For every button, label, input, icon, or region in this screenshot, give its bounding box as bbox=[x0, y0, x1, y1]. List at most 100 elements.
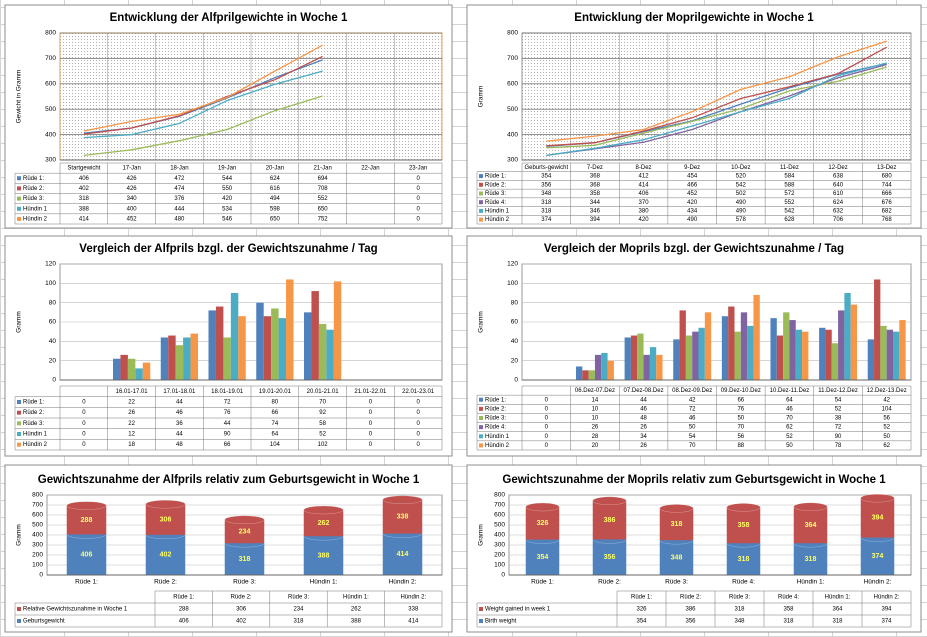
table-value: 46 bbox=[176, 410, 183, 416]
legend-key bbox=[17, 186, 21, 191]
table-header: Rüde 2: bbox=[231, 595, 252, 601]
table-header: 20-Jan bbox=[266, 166, 284, 172]
table-value: 414 bbox=[639, 182, 650, 188]
table-value: 26 bbox=[128, 410, 135, 416]
legend-key bbox=[479, 443, 483, 448]
bar bbox=[880, 325, 887, 380]
cylinder-cap bbox=[66, 501, 107, 510]
value-label: 318 bbox=[239, 556, 251, 563]
chart-panel: Gewichtszunahme der Alfprils relativ zum… bbox=[4, 464, 453, 633]
bar bbox=[874, 279, 881, 380]
table-header: 16.01-17.01 bbox=[116, 389, 149, 395]
legend-key bbox=[17, 400, 21, 404]
table-value: 22 bbox=[128, 400, 135, 406]
value-label: 262 bbox=[318, 520, 330, 527]
table-value: 386 bbox=[685, 607, 696, 613]
cylinder-cap bbox=[525, 502, 560, 512]
table-value: 70 bbox=[689, 443, 696, 449]
table-value: 34 bbox=[640, 434, 647, 440]
table-value: 20 bbox=[592, 443, 599, 449]
value-label: 394 bbox=[872, 515, 884, 522]
table-value: 0 bbox=[545, 406, 549, 412]
legend-key bbox=[479, 200, 483, 205]
table-value: 46 bbox=[640, 406, 647, 412]
bar bbox=[304, 312, 312, 380]
table-value: 56 bbox=[883, 416, 890, 422]
bar bbox=[679, 310, 686, 380]
bar bbox=[168, 335, 176, 380]
chart-title: Gewichtszunahme der Alfprils relativ zum… bbox=[38, 474, 420, 486]
table-value: 46 bbox=[689, 416, 696, 422]
table-value: 0 bbox=[369, 421, 373, 427]
table-value: 288 bbox=[179, 607, 190, 613]
table-value: 78 bbox=[835, 443, 842, 449]
legend-key bbox=[17, 206, 21, 211]
table-value: 376 bbox=[174, 196, 185, 202]
y-tick-label: 100 bbox=[32, 562, 43, 569]
x-tick-label: Rüde 2: bbox=[154, 579, 177, 586]
bar bbox=[135, 368, 143, 380]
y-tick-label: 100 bbox=[45, 280, 56, 287]
legend-entry: Rüde 3: bbox=[485, 191, 506, 197]
table-value: 44 bbox=[640, 397, 647, 403]
legend-entry: Hündin 2 bbox=[485, 443, 510, 449]
bar bbox=[160, 337, 169, 380]
table-header: 11.Dez-12.Dez bbox=[818, 388, 858, 394]
legend-key bbox=[479, 425, 483, 430]
table-value: 0 bbox=[545, 443, 549, 449]
cylinder-segment bbox=[303, 536, 344, 575]
x-tick-label: Hündin 2: bbox=[864, 579, 892, 586]
table-value: 374 bbox=[881, 619, 892, 625]
table-value: 426 bbox=[127, 186, 138, 192]
bar bbox=[142, 362, 151, 380]
y-tick-label: 800 bbox=[32, 492, 43, 499]
y-axis-label: Gewicht in Gramm bbox=[16, 70, 23, 124]
bar bbox=[886, 329, 894, 380]
x-tick-label: Hündin 1: bbox=[797, 579, 825, 586]
table-header: 12.Dez-13.Dez bbox=[867, 388, 907, 394]
cylinder-segment bbox=[525, 539, 560, 575]
y-tick-label: 500 bbox=[45, 106, 56, 113]
cylinder-segment bbox=[592, 539, 627, 575]
table-value: 346 bbox=[590, 209, 601, 215]
y-tick-label: 60 bbox=[511, 319, 519, 326]
chart-panel: Vergleich der Alfprils bzgl. der Gewicht… bbox=[4, 235, 453, 457]
x-tick-label: Hündin 1: bbox=[310, 579, 338, 586]
table-value: 490 bbox=[687, 217, 698, 223]
table-value: 74 bbox=[272, 421, 279, 427]
table-value: 0 bbox=[545, 434, 549, 440]
table-value: 52 bbox=[883, 425, 890, 431]
y-tick-label: 400 bbox=[494, 532, 505, 539]
table-value: 42 bbox=[883, 397, 890, 403]
legend-entry: Relative Gewichtszunahme in Woche 1 bbox=[23, 607, 128, 613]
cylinder-cap bbox=[860, 493, 895, 503]
table-header: 17-Jan bbox=[122, 166, 140, 172]
cylinder-cap bbox=[793, 502, 828, 512]
table-value: 552 bbox=[318, 196, 329, 202]
bar bbox=[326, 329, 334, 380]
y-tick-label: 0 bbox=[39, 572, 43, 579]
y-tick-label: 400 bbox=[507, 131, 518, 138]
table-value: 666 bbox=[882, 191, 893, 197]
legend-key bbox=[479, 619, 483, 623]
bar bbox=[893, 331, 900, 380]
table-value: 588 bbox=[784, 182, 795, 188]
x-tick-label: Rüde 4: bbox=[732, 579, 755, 586]
table-value: 374 bbox=[541, 217, 552, 223]
table-value: 102 bbox=[318, 442, 329, 448]
cylinder-cap bbox=[592, 496, 627, 506]
bar bbox=[819, 327, 826, 380]
table-value: 54 bbox=[689, 434, 696, 440]
table-value: 706 bbox=[833, 217, 844, 223]
legend-key bbox=[17, 432, 21, 436]
legend-key bbox=[17, 410, 21, 415]
bar bbox=[643, 354, 650, 380]
table-value: 472 bbox=[174, 176, 185, 182]
table-value: 708 bbox=[318, 186, 329, 192]
table-value: 414 bbox=[408, 619, 419, 625]
table-value: 50 bbox=[883, 434, 890, 440]
table-value: 598 bbox=[270, 206, 281, 212]
chart-title: Entwicklung der Moprilgewichte in Woche … bbox=[574, 12, 814, 24]
table-value: 434 bbox=[687, 209, 698, 215]
table-value: 624 bbox=[270, 176, 281, 182]
